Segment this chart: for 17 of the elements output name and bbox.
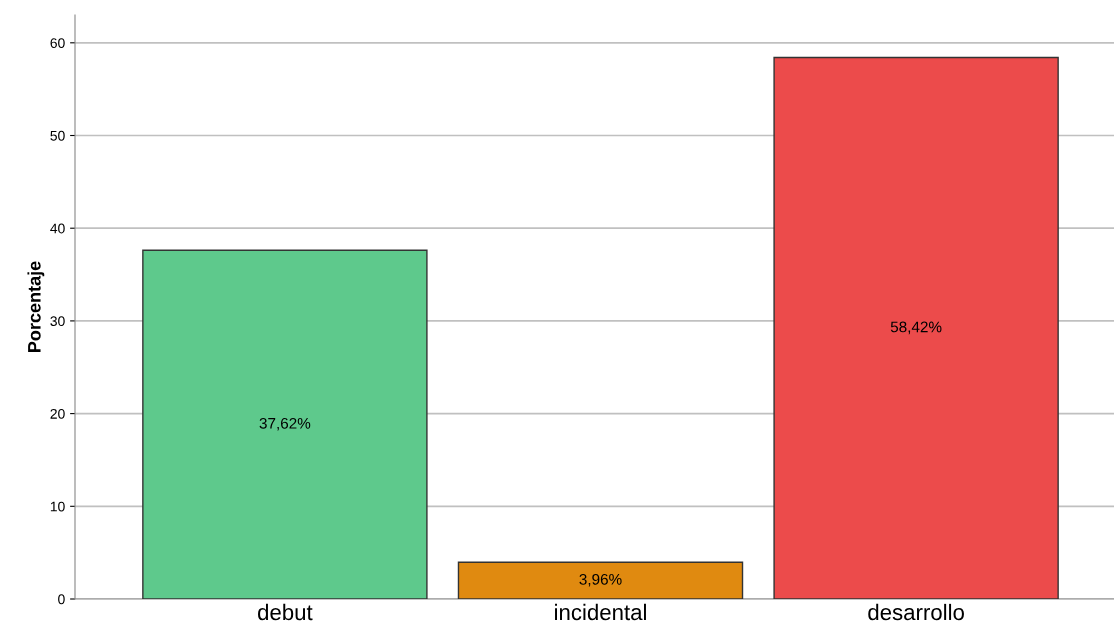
data-label: 37,62% bbox=[259, 417, 311, 431]
y-tick-label: 60 bbox=[50, 38, 65, 48]
y-axis-title: Porcentaje bbox=[27, 261, 45, 352]
y-tick-label: 10 bbox=[50, 501, 65, 512]
y-tick-label: 20 bbox=[50, 408, 65, 419]
x-tick-label: incidental bbox=[555, 603, 646, 621]
y-tick-label: 40 bbox=[50, 223, 65, 234]
x-tick-label: desarrollo bbox=[868, 603, 964, 621]
data-label: 3,96% bbox=[579, 573, 622, 587]
data-label: 58,42% bbox=[890, 321, 942, 335]
y-tick-label: 50 bbox=[50, 130, 65, 141]
bar bbox=[773, 56, 1059, 599]
bar bbox=[457, 561, 744, 599]
x-tick-label: debut bbox=[258, 603, 313, 621]
y-tick-label: 30 bbox=[50, 316, 65, 327]
y-tick-label: 0 bbox=[58, 594, 65, 605]
bar bbox=[142, 249, 428, 599]
